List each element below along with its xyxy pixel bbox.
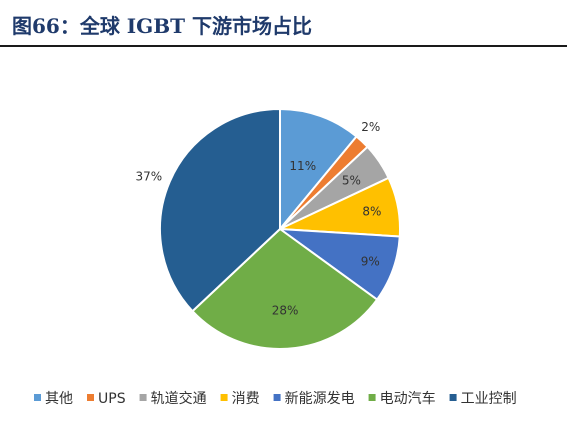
- legend-swatch-1: [34, 394, 41, 401]
- slice-label-4: 8%: [362, 204, 381, 218]
- legend-swatch-6: [368, 394, 376, 401]
- pie-slice-6: [191, 227, 379, 350]
- legend-label-3: 轨道交通: [151, 390, 207, 407]
- legend-label-1: 其他: [45, 391, 73, 407]
- legend-swatch-4: [220, 394, 228, 401]
- legend-label-7: 工业控制: [461, 391, 517, 407]
- pie-slices: [159, 107, 401, 350]
- legend-swatch-2: [87, 394, 94, 401]
- legend-swatch-5: [273, 394, 281, 401]
- pie-labels: 11% 2% 5% 8% 9% 28% 37%: [136, 120, 382, 317]
- legend-swatch-7: [449, 394, 457, 401]
- legend: 其他 UPS 轨道交通 消费 新能源发电 电动汽车 工业控制: [34, 390, 517, 407]
- slice-label-1: 11%: [289, 159, 316, 173]
- legend-label-5: 新能源发电: [285, 391, 355, 407]
- legend-label-6: 电动汽车: [380, 390, 436, 407]
- legend-label-4: 消费: [232, 391, 260, 407]
- slice-label-3: 5%: [342, 173, 361, 187]
- slice-label-6: 28%: [272, 303, 299, 317]
- title-divider: [0, 45, 567, 47]
- legend-swatch-3: [139, 394, 147, 401]
- pie-slice-1: [279, 107, 358, 232]
- slice-label-5: 9%: [361, 255, 380, 269]
- figure-title: 图66：全球 IGBT 下游市场占比: [12, 14, 312, 38]
- legend-label-2: UPS: [98, 391, 126, 407]
- slice-label-7: 37%: [136, 170, 163, 184]
- slice-label-2: 2%: [361, 120, 380, 134]
- pie-slice-7: [159, 107, 281, 313]
